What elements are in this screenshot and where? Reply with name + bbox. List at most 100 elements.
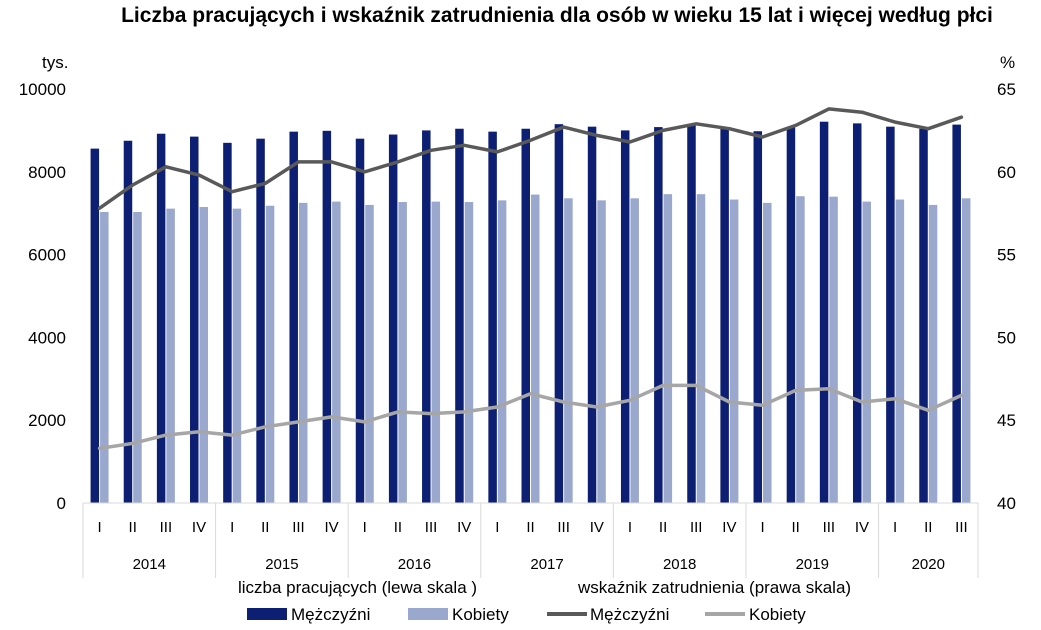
quarter-label: II bbox=[261, 519, 269, 536]
bar-men bbox=[654, 127, 663, 503]
bar-men bbox=[156, 133, 166, 503]
quarter-label: I bbox=[495, 519, 499, 536]
bar-men bbox=[223, 142, 232, 503]
chart-title: Liczba pracujących i wskaźnik zatrudnien… bbox=[121, 4, 993, 27]
bar-men bbox=[322, 130, 332, 503]
bar-women bbox=[166, 208, 175, 503]
quarter-label: I bbox=[230, 519, 234, 536]
bar-women bbox=[928, 204, 938, 504]
bar-women bbox=[133, 211, 142, 503]
left-tick-label: 8000 bbox=[28, 163, 66, 182]
legend-swatch-men-bar bbox=[247, 608, 287, 620]
quarter-label: IV bbox=[590, 519, 604, 536]
bar-men bbox=[687, 125, 696, 503]
bar-women bbox=[398, 202, 407, 503]
bar-women bbox=[862, 201, 871, 503]
right-tick-label: 45 bbox=[997, 411, 1016, 430]
quarter-label: III bbox=[690, 519, 703, 536]
bar-women bbox=[829, 196, 838, 503]
year-label: 2016 bbox=[398, 556, 431, 573]
bar-women bbox=[265, 205, 275, 504]
left-axis-unit: tys. bbox=[42, 53, 68, 72]
bar-men bbox=[720, 127, 729, 503]
bar-women bbox=[564, 198, 573, 503]
right-tick-label: 40 bbox=[997, 494, 1016, 513]
year-label: 2014 bbox=[133, 556, 166, 573]
legend-label-men-line: Mężczyźni bbox=[590, 605, 669, 624]
bar-women bbox=[497, 200, 507, 503]
bar-men bbox=[819, 121, 829, 504]
bar-men bbox=[355, 138, 365, 503]
bar-women bbox=[431, 201, 441, 503]
bar-women bbox=[199, 206, 209, 504]
right-axis-unit: % bbox=[1000, 53, 1015, 72]
bar-men bbox=[620, 130, 630, 503]
quarter-label: I bbox=[363, 519, 367, 536]
bar-men bbox=[952, 124, 961, 503]
right-tick-label: 50 bbox=[997, 328, 1016, 347]
quarter-label: IV bbox=[192, 519, 206, 536]
bar-men bbox=[90, 148, 100, 503]
bar-women bbox=[663, 194, 673, 503]
line-women bbox=[97, 383, 964, 451]
bar-men bbox=[852, 123, 862, 503]
bar-women bbox=[531, 194, 540, 503]
quarter-label: IV bbox=[722, 519, 736, 536]
right-tick-label: 55 bbox=[997, 246, 1016, 265]
bar-men bbox=[422, 130, 431, 503]
left-tick-label: 0 bbox=[57, 494, 66, 513]
bar-men bbox=[786, 127, 796, 503]
bar-women bbox=[464, 202, 474, 503]
left-tick-label: 4000 bbox=[28, 328, 66, 347]
bar-men bbox=[521, 128, 530, 503]
left-tick-label: 10000 bbox=[19, 80, 66, 99]
legend-label-women-bar: Kobiety bbox=[452, 605, 509, 624]
bar-men bbox=[919, 128, 928, 503]
quarter-label: III bbox=[955, 519, 968, 536]
bar-men bbox=[554, 124, 564, 503]
legend-group-right: wskaźnik zatrudnienia (prawa skala) bbox=[577, 578, 851, 597]
quarter-label: IV bbox=[457, 519, 471, 536]
quarter-label: I bbox=[760, 519, 764, 536]
bar-women bbox=[763, 202, 772, 503]
quarter-label: I bbox=[628, 519, 632, 536]
bar-men bbox=[753, 131, 763, 503]
bar-women bbox=[696, 194, 706, 503]
bar-women bbox=[895, 199, 905, 503]
quarter-label: III bbox=[823, 519, 836, 536]
quarter-label: II bbox=[792, 519, 800, 536]
bar-men bbox=[455, 128, 464, 503]
bar-women bbox=[961, 198, 971, 503]
bar-men bbox=[886, 126, 895, 503]
quarter-label: IV bbox=[325, 519, 339, 536]
bar-men bbox=[256, 138, 265, 503]
year-label: 2020 bbox=[912, 556, 945, 573]
left-tick-label: 6000 bbox=[28, 246, 66, 265]
quarter-label: II bbox=[394, 519, 402, 536]
bar-women bbox=[100, 211, 109, 503]
bar-women bbox=[232, 208, 242, 503]
right-tick-label: 60 bbox=[997, 163, 1016, 182]
legend: liczba pracujących (lewa skala ) wskaźni… bbox=[238, 578, 851, 624]
quarter-label: III bbox=[425, 519, 438, 536]
year-label: 2018 bbox=[663, 556, 696, 573]
quarter-label: II bbox=[129, 519, 137, 536]
legend-group-left: liczba pracujących (lewa skala ) bbox=[238, 578, 477, 597]
quarter-label: II bbox=[924, 519, 932, 536]
quarter-label: I bbox=[97, 519, 101, 536]
bar-men bbox=[190, 136, 199, 504]
bar-women bbox=[796, 196, 805, 503]
line-men bbox=[97, 107, 964, 210]
left-tick-label: 2000 bbox=[28, 411, 66, 430]
quarter-label: I bbox=[893, 519, 897, 536]
bar-men bbox=[123, 140, 133, 503]
quarter-label: III bbox=[557, 519, 570, 536]
right-axis: 40 45 50 55 60 65 bbox=[997, 80, 1016, 513]
quarter-label: II bbox=[526, 519, 534, 536]
quarter-label: II bbox=[659, 519, 667, 536]
quarter-label: III bbox=[160, 519, 173, 536]
bar-men bbox=[488, 131, 497, 503]
bar-women bbox=[630, 198, 639, 503]
legend-label-women-line: Kobiety bbox=[749, 605, 806, 624]
